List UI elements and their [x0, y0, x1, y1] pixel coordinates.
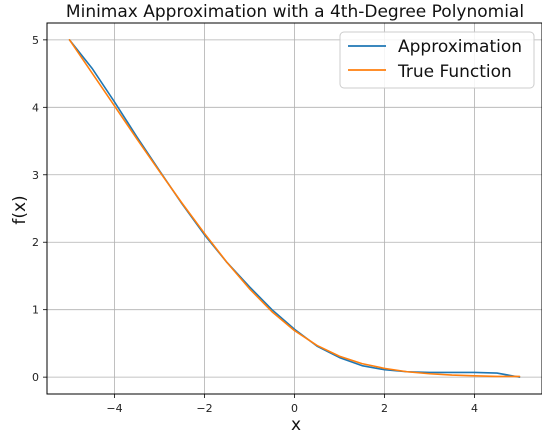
- grid: [47, 23, 542, 394]
- y-tick-label: 5: [32, 34, 39, 47]
- series-line-true-function: [68, 39, 521, 378]
- y-tick-label: 4: [32, 101, 39, 114]
- y-tick-label: 3: [32, 169, 39, 182]
- series-line-approximation: [68, 39, 521, 378]
- y-tick-label: 0: [32, 371, 39, 384]
- legend-label-true-function: True Function: [397, 62, 512, 82]
- x-tick-label: −2: [196, 402, 212, 415]
- y-axis-label: f(x): [10, 195, 30, 224]
- x-tick-label: 0: [291, 402, 298, 415]
- chart-title: Minimax Approximation with a 4th-Degree …: [66, 2, 524, 22]
- x-ticks: −4 −2 0 2 4: [106, 394, 478, 415]
- x-axis-label: x: [291, 415, 301, 433]
- x-tick-label: 2: [381, 402, 388, 415]
- y-ticks: 0 1 2 3 4 5: [32, 34, 47, 384]
- legend-box: [339, 31, 535, 89]
- legend: Approximation True Function: [339, 31, 535, 89]
- x-tick-label: 4: [471, 402, 478, 415]
- y-tick-label: 1: [32, 304, 39, 317]
- x-tick-label: −4: [106, 402, 122, 415]
- y-tick-label: 2: [32, 236, 39, 249]
- legend-label-approximation: Approximation: [398, 37, 522, 57]
- series-layer: [68, 39, 521, 378]
